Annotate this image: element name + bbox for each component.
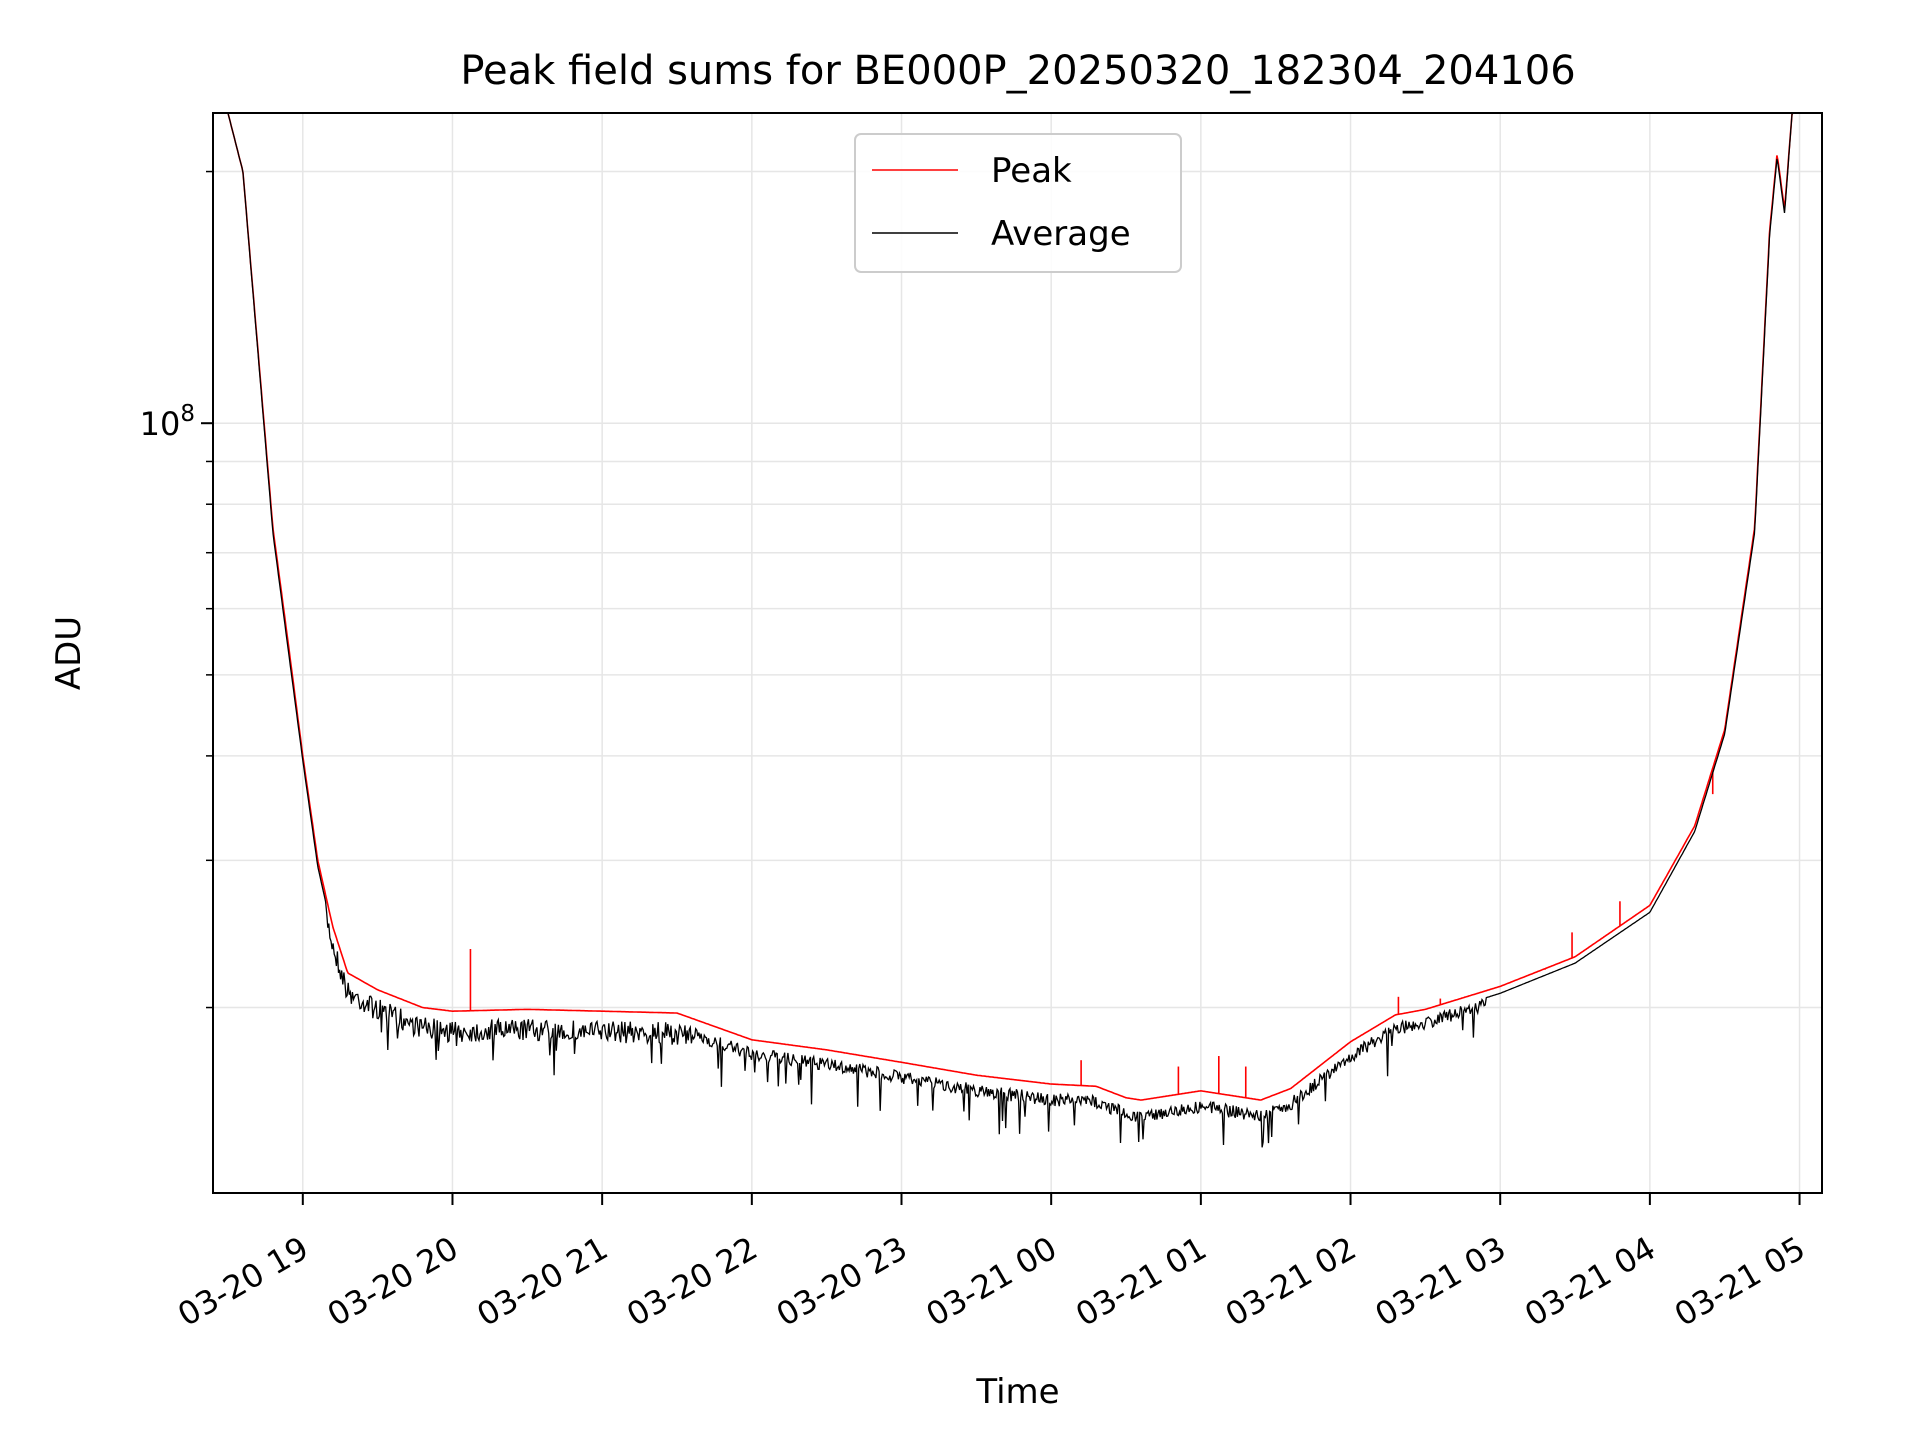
series-layer — [213, 112, 1822, 1148]
legend-label-peak: Peak — [991, 151, 1072, 191]
y-axis-label: ADU — [49, 616, 89, 690]
series-line-peak — [213, 112, 1822, 1101]
y-tick-label: 108 — [140, 401, 195, 443]
grid-lines — [213, 113, 1822, 1193]
chart-title: Peak field sums for BE000P_20250320_1823… — [460, 48, 1575, 94]
plot-frame — [212, 112, 1823, 1194]
plot-area — [212, 112, 1823, 1194]
y-axis: 108 — [140, 170, 213, 1009]
legend: Peak Average — [854, 133, 1182, 273]
legend-box — [854, 133, 1182, 273]
x-axis-label: Time — [975, 1372, 1059, 1412]
series-line-average — [213, 112, 1822, 1148]
legend-label-average: Average — [991, 214, 1131, 254]
